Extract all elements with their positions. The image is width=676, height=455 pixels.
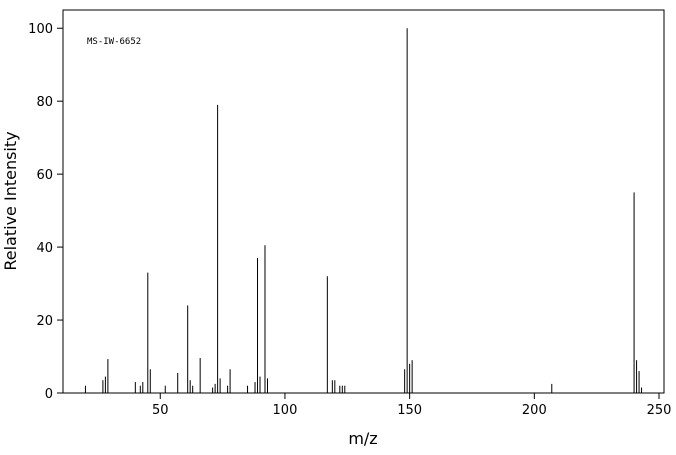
y-tick-label: 0 — [45, 387, 53, 402]
x-tick-label: 100 — [273, 403, 298, 418]
x-tick-label: 50 — [152, 403, 169, 418]
y-tick-label: 100 — [28, 22, 53, 37]
y-tick-label: 40 — [36, 241, 53, 256]
y-axis-label: Relative Intensity — [1, 131, 20, 270]
x-tick-label: 200 — [522, 403, 547, 418]
y-tick-label: 20 — [36, 314, 53, 329]
x-axis-label: m/z — [348, 429, 377, 448]
x-tick-label: 150 — [397, 403, 422, 418]
y-tick-label: 60 — [36, 168, 53, 183]
x-tick-label: 250 — [647, 403, 672, 418]
plot-frame — [62, 9, 665, 394]
y-tick-label: 80 — [36, 95, 53, 110]
annotation: MS-IW-6652 — [87, 37, 141, 47]
